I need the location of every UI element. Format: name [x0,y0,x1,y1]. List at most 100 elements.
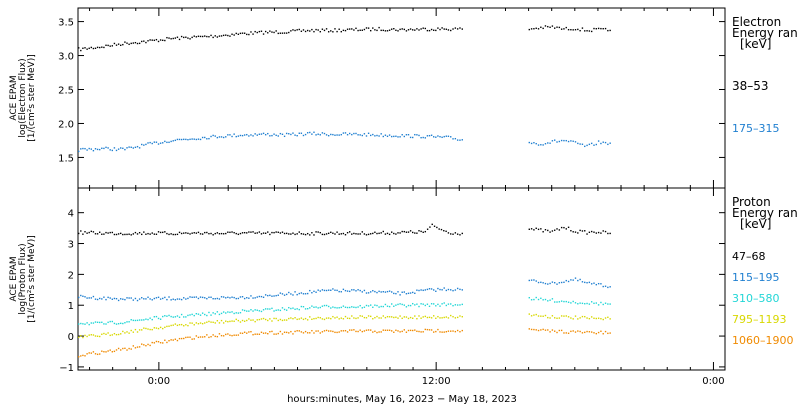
data-point [183,138,185,141]
data-point [319,231,321,234]
data-point [241,332,244,335]
data-point [292,232,294,234]
data-point [334,28,336,30]
data-point [590,301,593,303]
data-point [120,349,122,351]
data-point [409,292,412,294]
data-point [572,318,574,320]
data-point [317,307,319,309]
data-point [424,289,427,291]
data-point [220,312,223,315]
data-point [128,297,130,299]
data-point [191,338,193,340]
data-point [574,331,577,333]
data-point [346,231,349,234]
y-tick-label: 4 [68,209,74,220]
data-point [260,295,263,298]
data-point [325,289,328,292]
data-point [593,27,595,30]
data-point [94,298,97,300]
data-point [111,149,114,152]
data-point [155,297,158,299]
data-point [313,332,315,334]
data-point [271,330,273,333]
data-point [128,321,130,323]
data-point [115,349,118,351]
data-point [332,31,334,33]
data-point [600,142,602,145]
data-point [407,329,410,332]
y-axis-label: log(Electron Flux) [18,58,28,137]
data-point [338,290,340,293]
data-point [122,43,124,46]
data-point [313,317,315,320]
data-point [113,322,116,325]
data-point [317,133,319,135]
data-point [456,316,459,319]
data-point [581,27,584,29]
data-point [403,304,406,306]
data-point [237,135,240,137]
data-point [340,133,342,136]
data-point [153,342,156,344]
data-point [397,317,399,319]
data-point [279,318,282,321]
data-point [88,231,90,234]
data-point [445,289,448,292]
data-point [113,42,116,45]
data-point [533,298,535,301]
data-point [294,233,296,236]
data-point [214,313,216,315]
data-point [235,334,237,336]
data-point [199,233,202,235]
data-point [130,329,132,332]
data-point [235,32,237,35]
data-point [208,296,210,299]
data-point [210,314,212,316]
x-tick-label: 0:00 [148,376,170,387]
data-point [422,303,424,305]
data-point [164,326,166,329]
data-point [130,348,132,350]
data-point [369,315,372,318]
data-point [424,230,427,233]
data-point [441,289,443,291]
data-point [604,302,607,304]
data-point [92,47,95,50]
data-point [99,46,101,49]
data-point [570,140,572,142]
data-point [530,328,533,331]
data-point [216,311,219,313]
data-point [243,309,246,312]
data-point [86,322,88,324]
data-point [558,26,561,29]
data-point [159,318,162,320]
data-point [346,331,349,333]
data-point [115,333,118,336]
data-point [565,332,567,334]
data-point [298,132,300,134]
data-point [111,351,114,353]
data-point [336,231,338,233]
data-point [424,315,427,318]
data-point [248,297,250,299]
data-point [570,317,572,319]
data-point [279,292,282,294]
data-point [235,318,237,321]
data-point [542,315,544,317]
data-point [556,26,558,28]
data-point [393,232,395,235]
data-point [401,291,403,293]
data-point [461,139,463,141]
data-point [420,28,422,30]
data-point [586,282,588,284]
data-point [367,132,370,134]
data-point [437,328,439,331]
data-point [378,331,380,333]
data-point [597,140,600,142]
data-point [250,330,252,333]
data-point [168,37,170,39]
data-point [426,303,429,305]
data-point [109,45,111,47]
data-point [535,227,537,229]
